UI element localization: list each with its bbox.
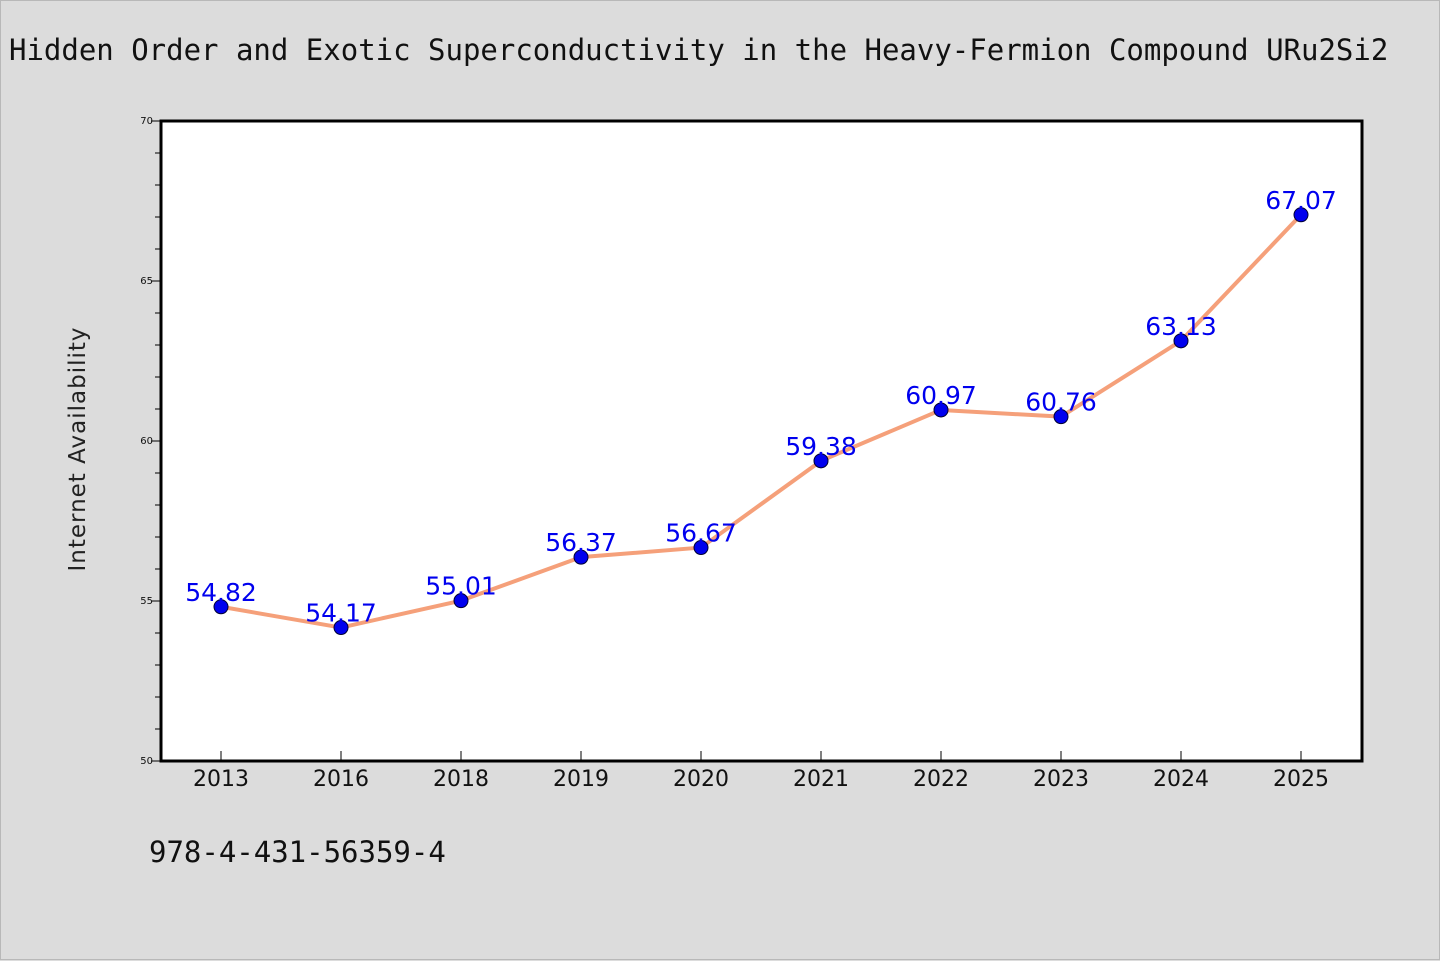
data-label: 67.07 — [1265, 186, 1337, 215]
data-point — [1293, 207, 1309, 223]
data-point — [213, 599, 229, 615]
data-point — [693, 540, 709, 556]
y-tick-label: 60 — [140, 436, 153, 447]
data-label: 56.37 — [545, 528, 617, 557]
x-tick-label: 2019 — [553, 767, 609, 792]
data-label: 59.38 — [785, 432, 857, 461]
x-tick-label: 2018 — [433, 767, 489, 792]
data-point — [933, 402, 949, 418]
y-tick-label: 50 — [140, 756, 153, 767]
data-label: 55.01 — [425, 572, 497, 601]
data-label: 60.97 — [905, 381, 977, 410]
data-label: 54.17 — [305, 599, 377, 628]
y-tick-label: 65 — [140, 276, 153, 287]
plot-area — [159, 119, 1364, 763]
data-label: 60.76 — [1025, 388, 1097, 417]
y-tick-label: 55 — [140, 596, 153, 607]
data-label: 63.13 — [1145, 312, 1217, 341]
data-point — [1053, 409, 1069, 425]
data-point — [1173, 333, 1189, 349]
data-label: 54.82 — [185, 578, 257, 607]
x-tick-label: 2016 — [313, 767, 369, 792]
y-tick-label: 70 — [140, 116, 153, 127]
data-point — [573, 549, 589, 565]
footer-code: 978-4-431-56359-4 — [149, 835, 446, 869]
data-point — [333, 620, 349, 636]
x-tick-label: 2013 — [193, 767, 249, 792]
chart-title: Hidden Order and Exotic Superconductivit… — [9, 33, 1389, 67]
x-tick-label: 2023 — [1033, 767, 1089, 792]
series-line — [219, 212, 1303, 630]
x-tick-label: 2021 — [793, 767, 849, 792]
x-tick-label: 2020 — [673, 767, 729, 792]
x-tick-label: 2022 — [913, 767, 969, 792]
data-point — [453, 593, 469, 609]
x-tick-label: 2025 — [1273, 767, 1329, 792]
x-tick-label: 2024 — [1153, 767, 1209, 792]
data-point — [813, 453, 829, 469]
data-label: 56.67 — [665, 519, 737, 548]
